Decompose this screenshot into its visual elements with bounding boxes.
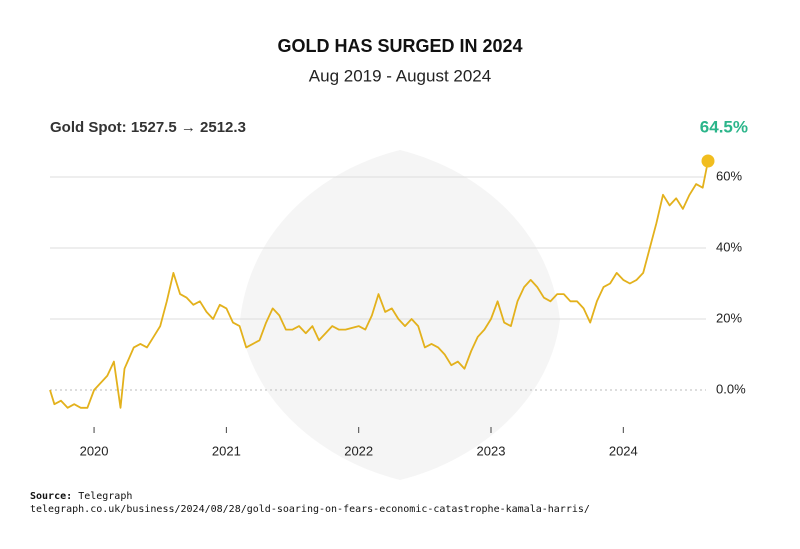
data-line (49, 160, 709, 409)
source-label: Source: (30, 491, 72, 502)
x-tick-label: 2023 (477, 443, 506, 458)
chart-subtitle: Aug 2019 - August 2024 (309, 66, 491, 85)
watermark (240, 150, 560, 480)
x-tick-label: 2024 (609, 443, 638, 458)
x-tick-label: 2020 (80, 443, 109, 458)
header-right: 64.5% (700, 117, 748, 136)
x-tick-label: 2021 (212, 443, 241, 458)
chart-title: GOLD HAS SURGED IN 2024 (277, 36, 522, 56)
y-tick-label: 0.0% (716, 381, 746, 396)
source-name: Telegraph (78, 491, 132, 502)
y-tick-label: 60% (716, 168, 742, 183)
source-url: telegraph.co.uk/business/2024/08/28/gold… (30, 504, 590, 515)
header-left: Gold Spot: 1527.5 → 2512.3 (50, 119, 246, 136)
end-point (701, 154, 715, 168)
y-tick-label: 40% (716, 239, 742, 254)
y-tick-label: 20% (716, 310, 742, 325)
source: Source: Telegraph (30, 491, 132, 502)
x-tick-label: 2022 (344, 443, 373, 458)
